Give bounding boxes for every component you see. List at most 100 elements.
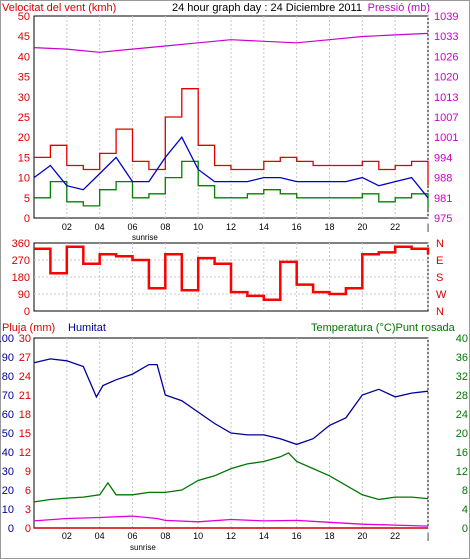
wind-speed-tick-label: 40 <box>18 51 30 63</box>
series-line-punt-rosada <box>33 515 429 527</box>
x-tick-label: 02 <box>62 531 72 541</box>
pressure-tick-label: 1026 <box>434 51 458 63</box>
series-line-temperatura <box>33 452 429 503</box>
pressure-tick-label: 988 <box>434 173 452 185</box>
wind-speed-tick-label: 20 <box>18 132 30 144</box>
humidity-tick-label: 70 <box>2 390 14 402</box>
x-tick-label: 10 <box>193 222 203 232</box>
wind-direction-degree-label: 360 <box>12 238 30 250</box>
temperature-tick-label: 36 <box>456 352 468 364</box>
pressure-label: Pressió (mb) <box>368 2 430 14</box>
wind-speed-tick-label: 45 <box>18 31 30 43</box>
humidity-tick-label: 60 <box>2 409 14 421</box>
x-tick-label: 18 <box>324 531 334 541</box>
temperature-ticks: 0 4 8 12 16 20 24 28 32 36 40 <box>456 333 468 535</box>
rain-tick-label: 18 <box>19 409 31 421</box>
temperature-tick-label: 32 <box>456 371 468 383</box>
x-tick-label: 06 <box>127 531 137 541</box>
wind-speed-tick-label: 50 <box>18 11 30 23</box>
rain-label: Pluja (mm) <box>2 322 55 334</box>
temperature-tick-label: 24 <box>456 409 468 421</box>
wind-direction-compass-label: W <box>436 289 447 301</box>
temperature-tick-label: 12 <box>456 466 468 478</box>
x-tick-label: 20 <box>357 531 367 541</box>
temperature-tick-label: 4 <box>462 504 468 516</box>
x-tick-label: 22 <box>390 531 400 541</box>
humidity-tick-label: 20 <box>2 485 14 497</box>
wind-speed-tick-label: 15 <box>18 152 30 164</box>
humidity-tick-label: 40 <box>2 447 14 459</box>
rain-tick-label: 0 <box>25 523 31 535</box>
series-line-humitat <box>33 358 429 446</box>
series-line-pressi- <box>33 32 429 53</box>
humidity-temperature-series <box>33 358 429 529</box>
wind-direction-compass-label: N <box>436 238 444 250</box>
humidity-temperature-panel: 0102030405060708090100036912151821242730… <box>0 322 468 552</box>
wind-time-ticks: 02 04 06 08 10 12 14 16 18 20 22 | <box>62 222 429 232</box>
pressure-tick-label: 1033 <box>434 31 458 43</box>
x-tick-label: 14 <box>259 222 269 232</box>
x-tick-label: 22 <box>390 222 400 232</box>
humidity-tick-label: 10 <box>2 504 14 516</box>
x-tick-label: 16 <box>292 531 302 541</box>
wind-direction-compass-label: E <box>436 255 443 267</box>
x-tick-label: 04 <box>95 222 105 232</box>
x-tick-label: 20 <box>357 222 367 232</box>
wind-pressure-series <box>33 32 429 210</box>
wind-direction-degree-label: 270 <box>12 255 30 267</box>
wind-speed-tick-label: 25 <box>18 112 30 124</box>
wind-speed-tick-label: 0 <box>24 213 30 225</box>
x-tick-label: | <box>427 531 429 541</box>
series-line-wind-direction <box>34 245 430 301</box>
temperature-tick-label: 40 <box>456 333 468 345</box>
x-tick-label: 18 <box>324 222 334 232</box>
rain-tick-label: 12 <box>19 447 31 459</box>
wind-speed-ticks: 0 5 10 15 20 25 30 35 40 45 50 <box>18 11 30 225</box>
temperature-tick-label: 8 <box>462 485 468 497</box>
wind-speed-tick-label: 10 <box>18 173 30 185</box>
wind-speed-label: Velocitat del vent (kmh) <box>2 2 116 14</box>
humidity-tick-label: 80 <box>2 371 14 383</box>
rain-tick-label: 30 <box>19 333 31 345</box>
wind-direction-degree-label: 180 <box>12 272 30 284</box>
x-tick-label: | <box>427 222 429 232</box>
rain-tick-label: 6 <box>25 485 31 497</box>
rain-tick-label: 15 <box>19 428 31 440</box>
pressure-tick-label: 1001 <box>434 132 458 144</box>
wind-direction-series <box>34 245 430 301</box>
series-line-velocitat-del-vent <box>34 88 429 186</box>
sunrise-label-top: sunrise <box>132 233 158 242</box>
x-tick-label: 14 <box>259 531 269 541</box>
wind-direction-compass-label: N <box>436 306 444 318</box>
humidity-label: Humitat <box>68 322 106 334</box>
pressure-tick-label: 1039 <box>434 11 458 23</box>
x-tick-label: 08 <box>160 531 170 541</box>
pressure-ticks: 975 981 988 994 1001 1007 1013 1020 1026 1033 1039 <box>434 11 458 225</box>
chart-title: 24 hour graph day : 24 Diciembre 2011 <box>172 2 362 14</box>
x-tick-label: 04 <box>95 531 105 541</box>
wind-direction-compass-label: S <box>436 272 443 284</box>
sunrise-label-bottom: sunrise <box>130 543 156 552</box>
temperature-dewpoint-label: Temperatura (°C)Punt rosada <box>311 322 456 334</box>
wind-speed-tick-label: 30 <box>18 92 30 104</box>
x-tick-label: 02 <box>62 222 72 232</box>
pressure-tick-label: 1013 <box>434 92 458 104</box>
humidity-tick-label: 100 <box>0 333 14 345</box>
rain-tick-label: 21 <box>19 390 31 402</box>
humidity-time-ticks: 02 04 06 08 10 12 14 16 18 20 22 | <box>62 531 429 541</box>
wind-direction-degree-ticks: 0 90 180 270 360 <box>12 238 30 318</box>
humidity-rain-ticks: 0102030405060708090100036912151821242730 <box>0 333 31 535</box>
pressure-tick-label: 1007 <box>434 112 458 124</box>
x-tick-label: 12 <box>226 222 236 232</box>
x-tick-label: 16 <box>292 222 302 232</box>
x-tick-label: 10 <box>193 531 203 541</box>
temperature-tick-label: 28 <box>456 390 468 402</box>
pressure-tick-label: 981 <box>434 193 452 205</box>
humidity-tick-label: 0 <box>8 523 14 535</box>
humidity-tick-label: 30 <box>2 466 14 478</box>
temperature-tick-label: 16 <box>456 447 468 459</box>
